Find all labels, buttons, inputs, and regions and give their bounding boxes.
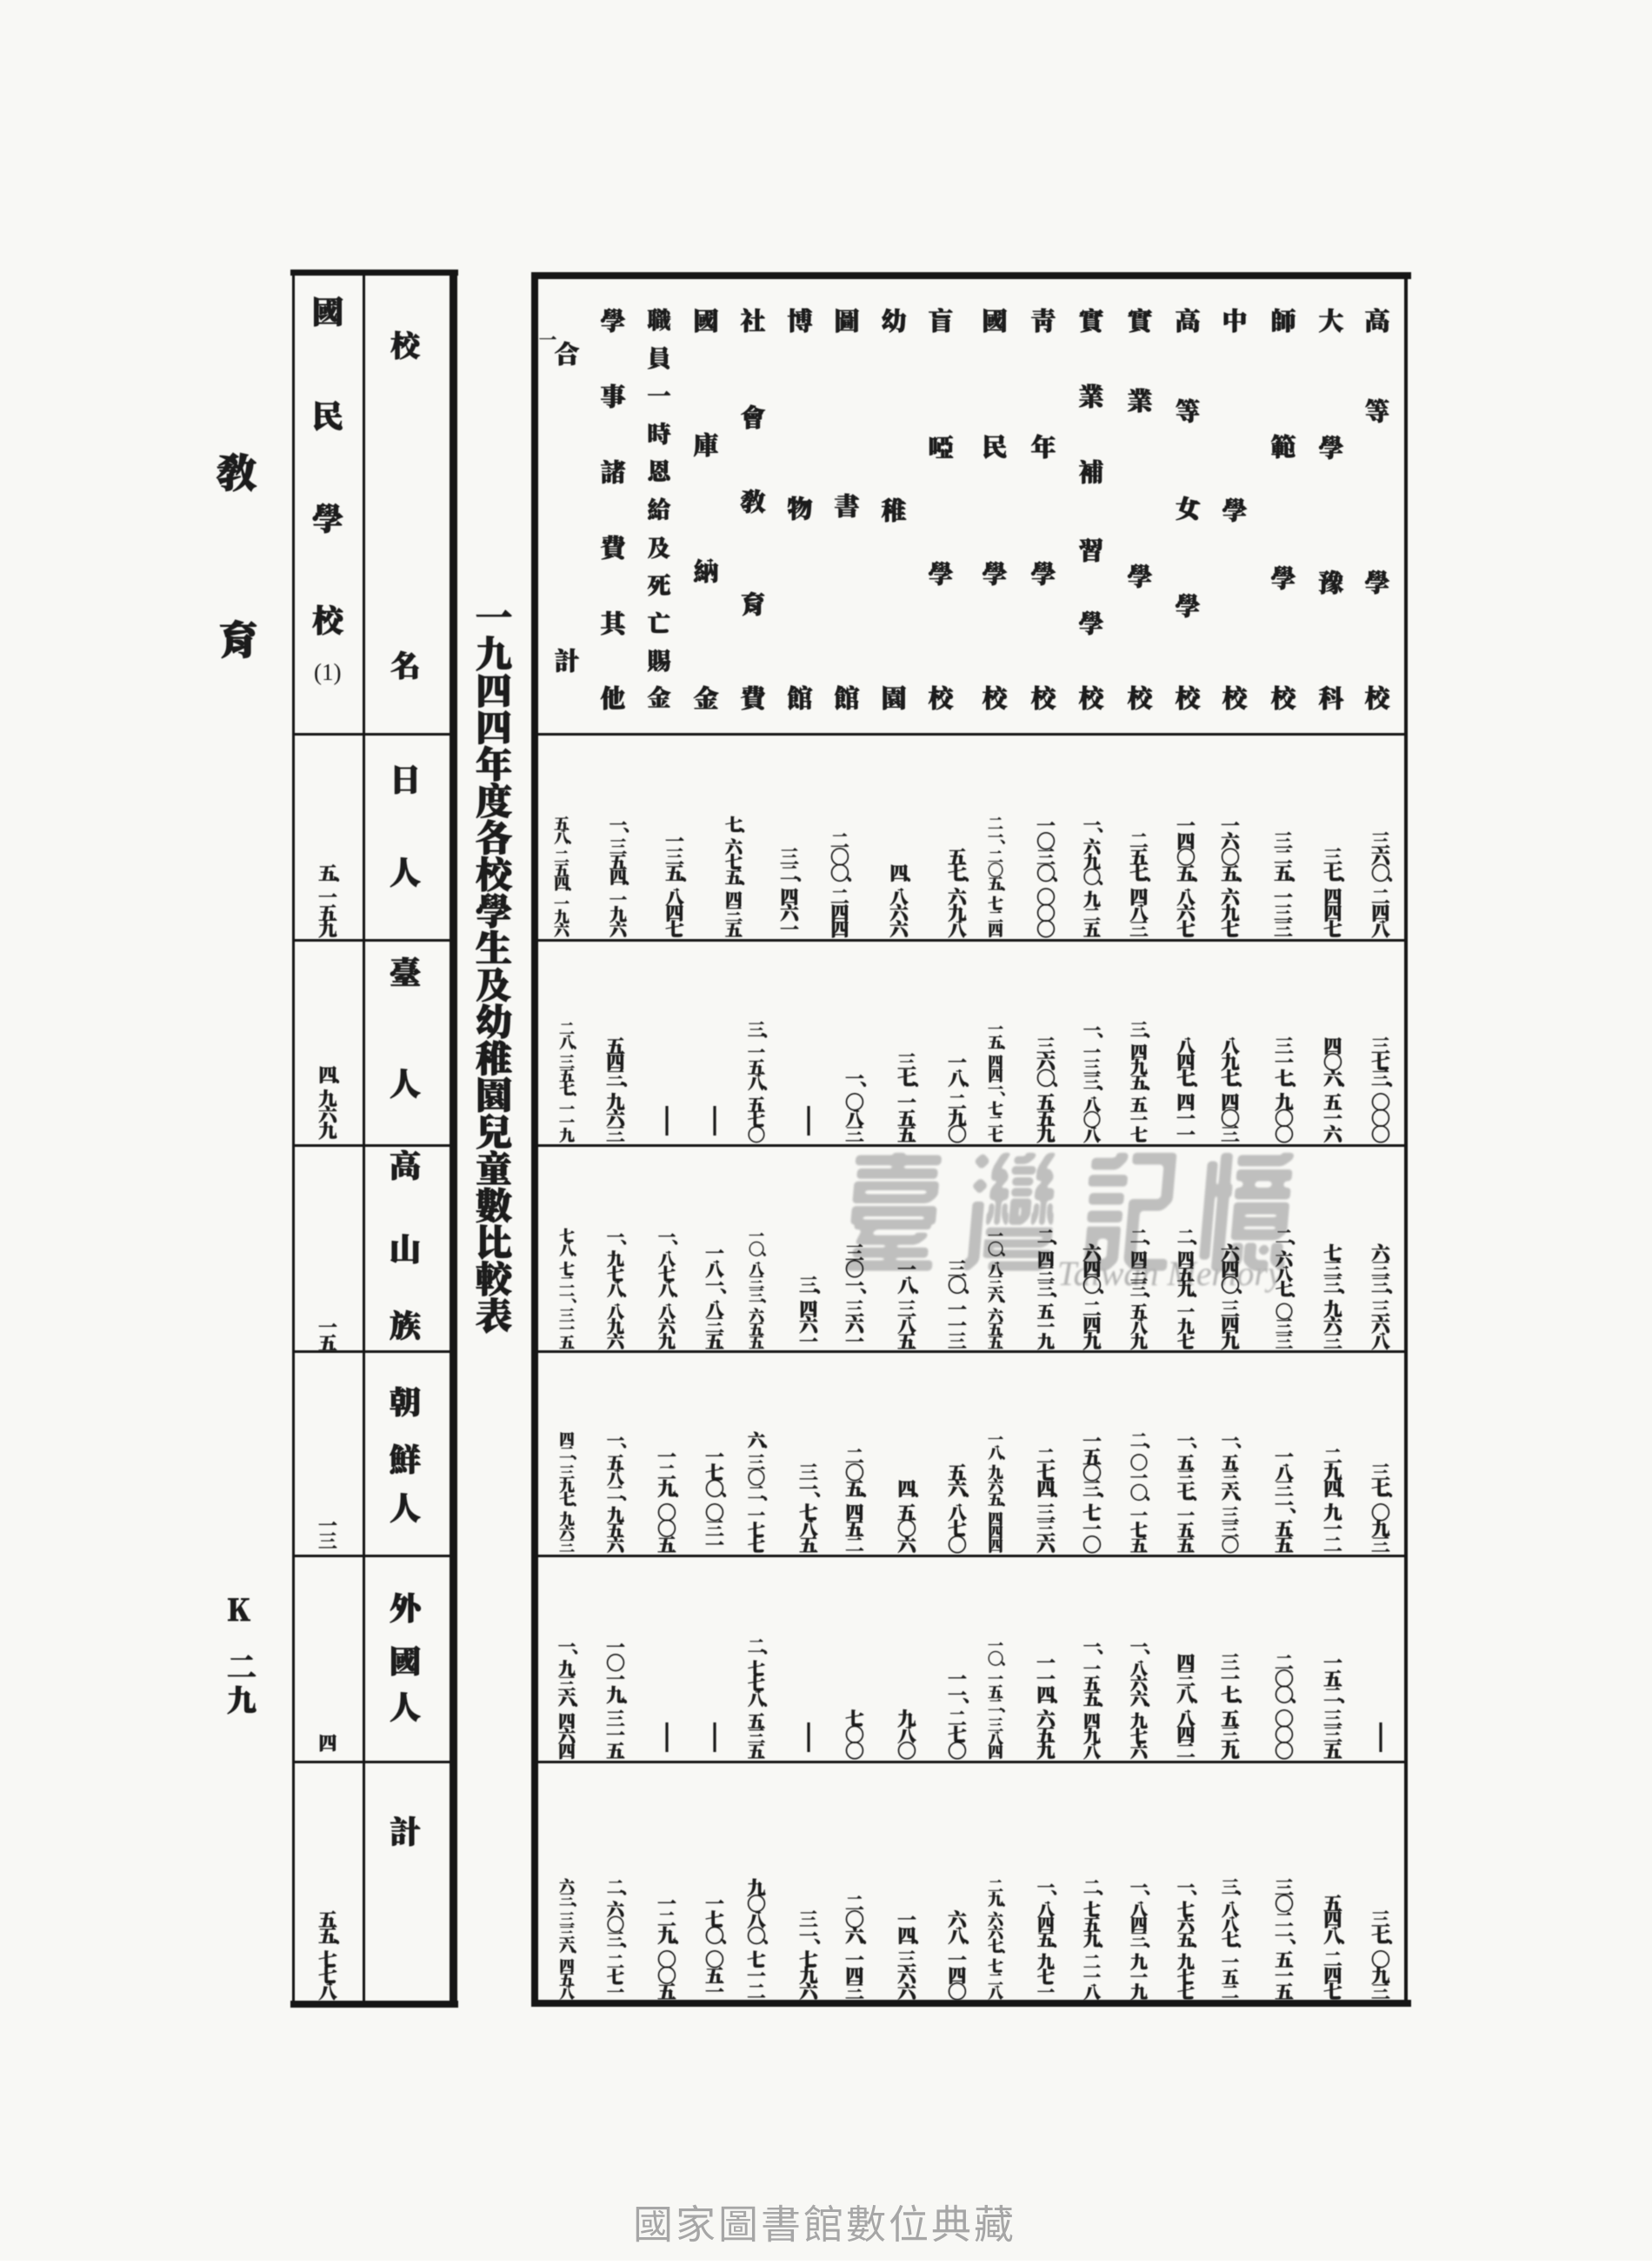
svg-text:(1): (1)	[314, 659, 341, 685]
svg-text:Taiwan Memory: Taiwan Memory	[1057, 1254, 1283, 1293]
